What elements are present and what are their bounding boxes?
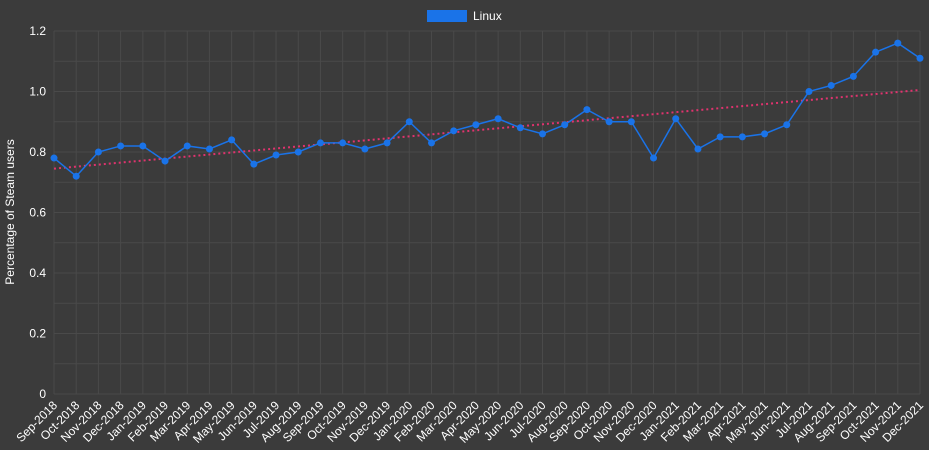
- y-tick-label: 0.6: [29, 206, 46, 220]
- data-point[interactable]: [117, 142, 125, 150]
- data-point[interactable]: [650, 154, 658, 162]
- data-point[interactable]: [361, 145, 369, 153]
- data-point[interactable]: [250, 160, 258, 168]
- data-point[interactable]: [716, 133, 724, 141]
- data-point[interactable]: [516, 124, 524, 132]
- data-point[interactable]: [161, 157, 169, 165]
- data-point[interactable]: [761, 130, 769, 138]
- y-tick-label: 0.4: [29, 266, 46, 280]
- x-axis: Sep-2018Oct-2018Nov-2018Dec-2018Jan-2019…: [13, 398, 926, 446]
- legend[interactable]: Linux: [427, 9, 502, 23]
- data-point[interactable]: [827, 81, 835, 89]
- data-point[interactable]: [605, 118, 613, 126]
- data-point[interactable]: [583, 106, 591, 114]
- series-layer: [50, 39, 924, 180]
- y-tick-label: 0.8: [29, 145, 46, 159]
- data-point[interactable]: [627, 118, 635, 126]
- data-point[interactable]: [294, 148, 302, 156]
- data-point[interactable]: [339, 139, 347, 147]
- grid: [53, 30, 921, 395]
- data-point[interactable]: [539, 130, 547, 138]
- data-point[interactable]: [427, 139, 435, 147]
- data-point[interactable]: [272, 151, 280, 159]
- data-point[interactable]: [783, 121, 791, 129]
- data-point[interactable]: [450, 127, 458, 135]
- data-point[interactable]: [472, 121, 480, 129]
- data-point[interactable]: [72, 172, 80, 180]
- data-point[interactable]: [383, 139, 391, 147]
- y-tick-label: 0: [39, 387, 46, 401]
- data-point[interactable]: [494, 115, 502, 123]
- data-point[interactable]: [805, 88, 813, 95]
- data-point[interactable]: [672, 115, 680, 123]
- data-point[interactable]: [316, 139, 324, 147]
- data-point[interactable]: [694, 145, 702, 153]
- data-point[interactable]: [139, 142, 147, 150]
- trendline-layer: [53, 88, 921, 170]
- data-point[interactable]: [738, 133, 746, 141]
- y-tick-label: 0.2: [29, 327, 46, 341]
- y-tick-label: 1.0: [29, 85, 46, 99]
- y-axis: 0 0.2 0.4 0.6 0.8 1.0 1.2: [29, 24, 46, 401]
- data-point[interactable]: [205, 145, 213, 153]
- data-point[interactable]: [94, 148, 102, 156]
- data-point[interactable]: [405, 118, 413, 126]
- data-point[interactable]: [894, 39, 902, 47]
- data-point[interactable]: [50, 154, 58, 162]
- legend-label-linux: Linux: [473, 9, 502, 23]
- y-tick-label: 1.2: [29, 24, 46, 38]
- trendline: [53, 88, 921, 170]
- data-point[interactable]: [916, 54, 924, 62]
- y-axis-title: Percentage of Steam users: [3, 139, 17, 284]
- data-point[interactable]: [228, 136, 236, 144]
- data-point[interactable]: [561, 121, 569, 129]
- legend-swatch-linux: [427, 10, 467, 22]
- data-point[interactable]: [872, 48, 880, 56]
- data-point[interactable]: [183, 142, 191, 150]
- data-point[interactable]: [849, 72, 857, 80]
- series-line-linux: [53, 42, 921, 178]
